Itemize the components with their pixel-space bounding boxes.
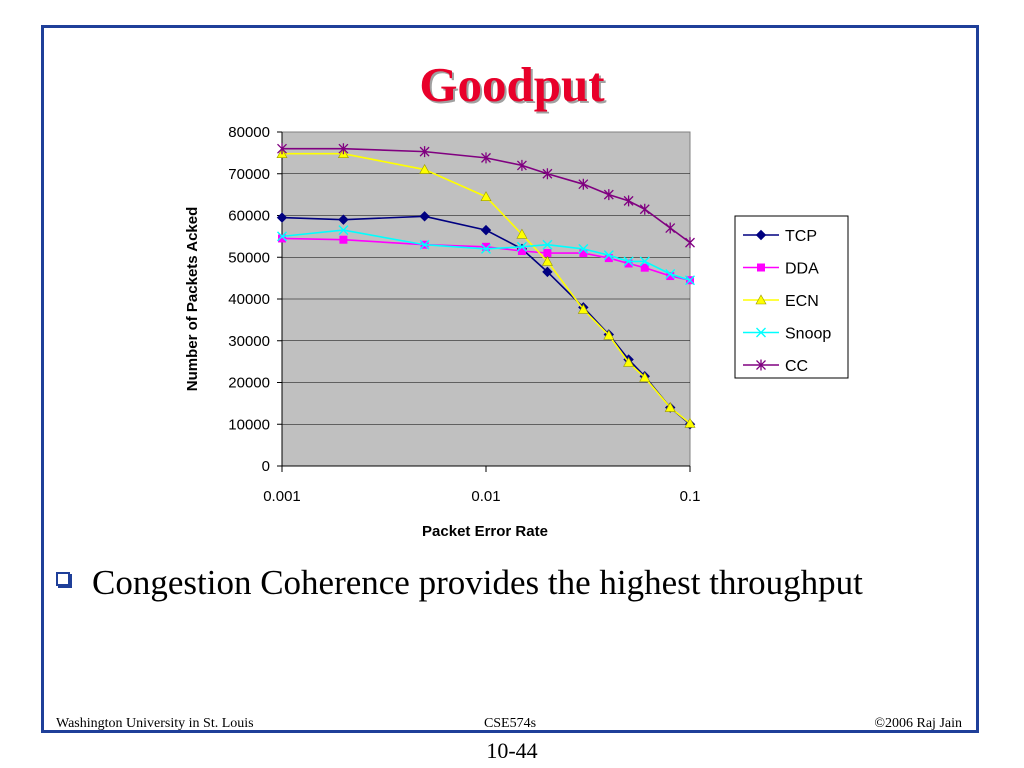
footer-course: CSE574s	[483, 716, 537, 731]
data-point-snoop	[603, 250, 614, 261]
data-point-dda	[339, 235, 348, 244]
y-tick-label: 50000	[228, 249, 270, 266]
y-tick-label: 70000	[228, 166, 270, 183]
bullet-text: Congestion Coherence provides the highes…	[92, 563, 863, 602]
legend-marker-cc	[756, 359, 766, 371]
data-point-ecn	[419, 163, 431, 174]
data-point-dda	[543, 249, 552, 258]
data-point-snoop	[419, 239, 430, 250]
legend-marker-ecn	[755, 294, 767, 305]
y-tick-label: 80000	[228, 124, 270, 141]
y-tick-label: 40000	[228, 291, 270, 308]
data-point-ecn	[480, 191, 492, 202]
data-point-dda	[482, 242, 490, 251]
data-point-tcp	[542, 266, 553, 278]
x-tick-label: 0.01	[471, 488, 500, 505]
data-point-snoop	[542, 239, 553, 250]
data-point-cc	[516, 159, 527, 171]
data-point-tcp	[480, 224, 492, 236]
data-point-cc	[542, 168, 553, 180]
legend-label-snoop: Snoop	[785, 326, 831, 343]
data-point-snoop	[665, 268, 676, 279]
legend-marker-snoop	[756, 327, 766, 338]
series-line-snoop	[281, 229, 691, 281]
data-point-snoop	[338, 225, 349, 236]
data-point-cc	[277, 143, 287, 155]
y-tick-label: 10000	[228, 416, 270, 433]
x-axis-label: Packet Error Rate	[422, 523, 548, 540]
data-point-cc	[685, 237, 695, 249]
data-point-ecn	[541, 255, 553, 266]
slide-title: Goodput	[419, 57, 605, 112]
legend-label-cc: CC	[785, 358, 808, 375]
y-tick-label: 30000	[228, 333, 270, 350]
data-point-cc	[481, 152, 491, 164]
y-tick-label: 0	[262, 458, 270, 475]
slide-frame	[41, 25, 979, 733]
data-point-snoop	[639, 256, 650, 267]
data-point-ecn	[577, 303, 589, 314]
data-point-cc	[623, 195, 634, 207]
legend-label-ecn: ECN	[785, 293, 819, 310]
series-line-dda	[281, 237, 691, 281]
data-point-snoop	[685, 275, 695, 286]
data-point-cc	[419, 146, 430, 158]
data-point-tcp	[338, 214, 349, 225]
goodput-chart: 0 10000 20000 30000 40000 50000 60000 70000 8000…	[184, 124, 849, 540]
square-bullet-icon	[56, 572, 70, 586]
data-point-tcp	[276, 212, 288, 223]
y-axis-label: Number of Packets Acked	[184, 207, 201, 392]
data-point-dda	[624, 259, 633, 268]
data-point-ecn	[684, 417, 696, 428]
data-point-cc	[338, 143, 349, 155]
data-point-snoop	[516, 241, 527, 252]
data-point-cc	[578, 178, 589, 190]
series-line-cc	[282, 147, 691, 244]
data-point-ecn	[603, 329, 615, 340]
data-point-dda	[640, 263, 649, 272]
legend-marker-tcp	[755, 229, 767, 241]
data-point-snoop	[277, 231, 287, 242]
y-tick-label: 20000	[228, 375, 270, 392]
data-point-snoop	[481, 243, 491, 254]
legend-box	[734, 215, 849, 379]
data-point-ecn	[623, 356, 635, 367]
data-point-tcp	[419, 211, 430, 222]
x-tick-label: 0.1	[680, 488, 701, 505]
data-point-ecn	[516, 228, 528, 239]
data-point-cc	[639, 203, 650, 215]
data-point-dda	[278, 234, 286, 243]
data-point-cc	[665, 222, 676, 234]
footer-institution: Washington University in St. Louis	[56, 716, 254, 731]
legend-label-tcp: TCP	[785, 228, 817, 245]
data-point-ecn	[664, 401, 676, 412]
data-point-snoop	[578, 243, 589, 254]
footer-copyright: ©2006 Raj Jain	[874, 716, 962, 731]
slide-number: 10-44	[486, 738, 538, 763]
x-tick-label: 0.001	[263, 488, 301, 505]
data-point-cc	[603, 189, 614, 201]
data-point-dda	[666, 272, 675, 281]
legend-label-dda: DDA	[785, 261, 819, 278]
series-line-ecn	[282, 152, 691, 425]
data-point-ecn	[639, 371, 651, 382]
legend-marker-dda	[757, 263, 765, 272]
y-tick-label: 60000	[228, 208, 270, 225]
data-point-snoop	[623, 256, 634, 267]
